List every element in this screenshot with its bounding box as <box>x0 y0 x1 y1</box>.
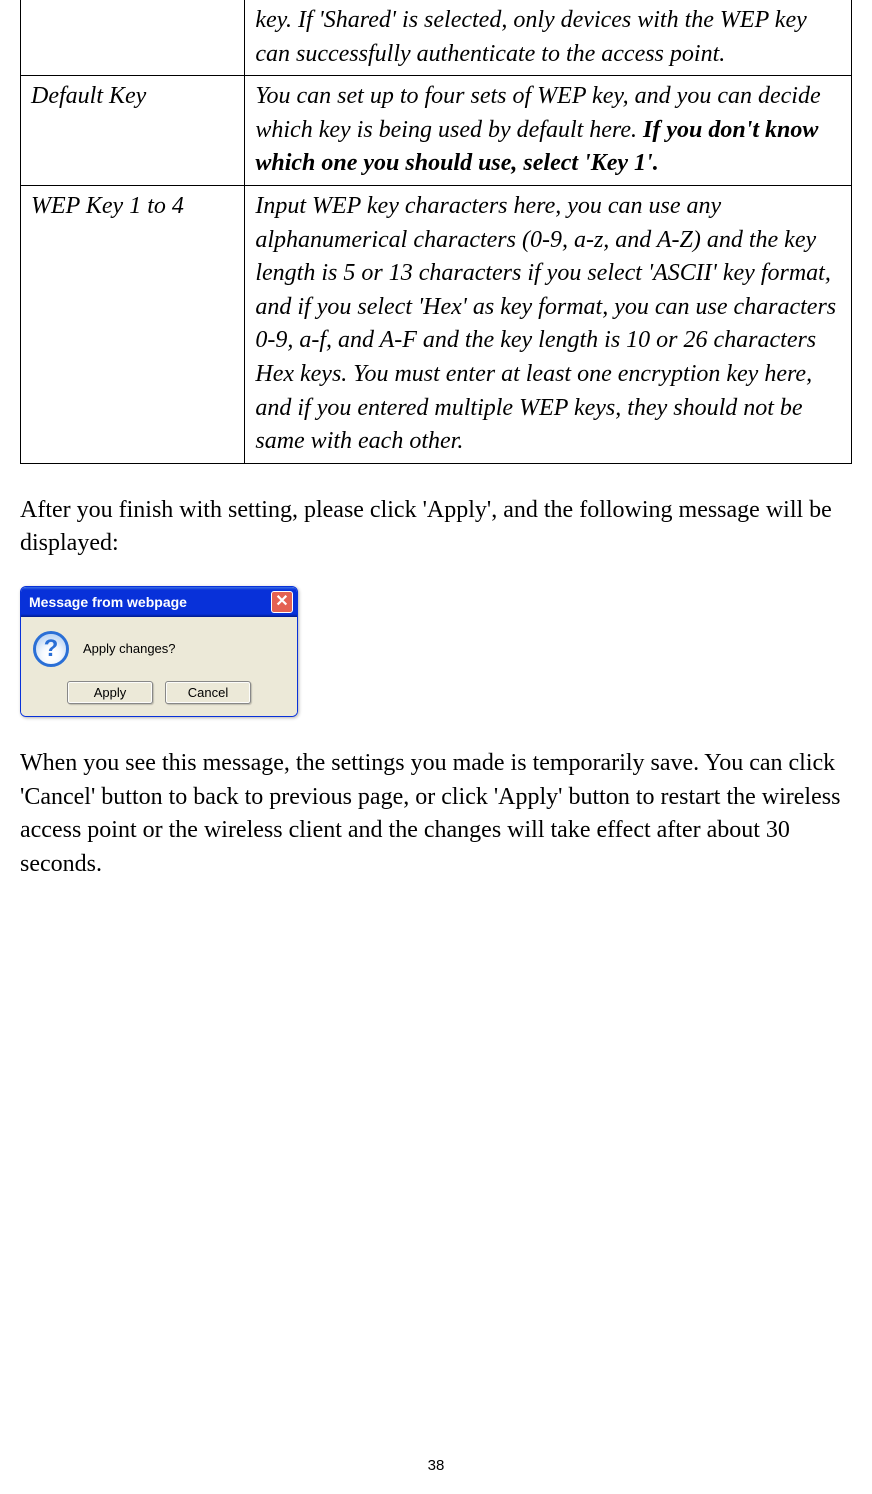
dialog-buttons: Apply Cancel <box>33 681 285 704</box>
dialog-body: ? Apply changes? Apply Cancel <box>21 617 297 716</box>
paragraph-after-table: After you finish with setting, please cl… <box>20 494 852 561</box>
table-description-cell: key. If 'Shared' is selected, only devic… <box>245 0 852 76</box>
settings-table: key. If 'Shared' is selected, only devic… <box>20 0 852 464</box>
table-row: WEP Key 1 to 4Input WEP key characters h… <box>21 185 852 463</box>
apply-button[interactable]: Apply <box>67 681 153 704</box>
dialog-title: Message from webpage <box>29 594 187 610</box>
question-mark: ? <box>44 635 59 663</box>
table-description-text: Input WEP key characters here, you can u… <box>255 193 836 454</box>
question-icon: ? <box>33 631 69 667</box>
table-label-cell <box>21 0 245 76</box>
table-description-text: key. If 'Shared' is selected, only devic… <box>255 7 806 67</box>
close-glyph: ✕ <box>275 594 288 610</box>
table-label-cell: Default Key <box>21 76 245 186</box>
table-description-cell: Input WEP key characters here, you can u… <box>245 185 852 463</box>
paragraph-after-dialog: When you see this message, the settings … <box>20 747 852 881</box>
table-row: Default KeyYou can set up to four sets o… <box>21 76 852 186</box>
close-icon[interactable]: ✕ <box>271 591 293 613</box>
cancel-button[interactable]: Cancel <box>165 681 251 704</box>
table-row: key. If 'Shared' is selected, only devic… <box>21 0 852 76</box>
dialog-titlebar: Message from webpage ✕ <box>21 587 297 617</box>
table-label-cell: WEP Key 1 to 4 <box>21 185 245 463</box>
page-number: 38 <box>428 1457 445 1474</box>
confirm-dialog: Message from webpage ✕ ? Apply changes? … <box>20 586 298 717</box>
dialog-content: ? Apply changes? <box>33 631 285 667</box>
table-description-cell: You can set up to four sets of WEP key, … <box>245 76 852 186</box>
dialog-message: Apply changes? <box>83 641 176 656</box>
